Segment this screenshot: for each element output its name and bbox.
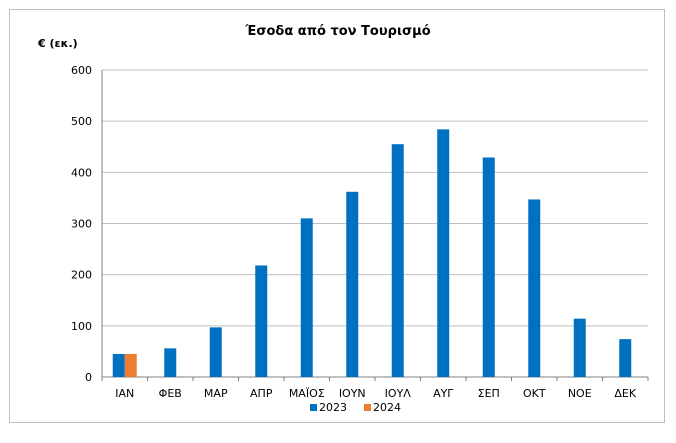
axes: 0 100 200 300 400 500 600 ΙΑΝ ΦΕΒ ΜΑΡ ΑΠΡ ΜΑΪΟΣ ΙΟΥΝ… [71,64,649,400]
legend-swatch-2023 [310,404,317,411]
x-tick-label: ΦΕΒ [159,387,182,400]
x-tick-label: ΙΟΥΝ [339,387,366,400]
x-tick-label: ΣΕΠ [478,387,500,400]
legend-label-2024: 2024 [373,401,401,414]
y-tick-label: 200 [71,269,92,282]
bar-2023 [619,339,632,377]
y-axis-label: € (εκ.) [37,37,78,50]
y-tick-label: 500 [71,115,92,128]
x-tick-label: ΟΚΤ [523,387,546,400]
bar-2024 [124,353,137,377]
y-tick-label: 0 [85,371,92,384]
bar-2023 [255,265,268,377]
legend: 2023 2024 [310,401,401,414]
bar-2023 [437,129,450,377]
bars [112,129,632,377]
x-tick-label: ΝΟΕ [568,387,592,400]
bar-2023 [164,348,177,377]
x-tick-label: ΙΟΥΛ [385,387,412,400]
x-tick-label: ΑΥΓ [433,387,454,400]
bar-2023 [391,144,404,377]
chart-title: Έσοδα από τον Τουρισμό [244,24,430,39]
y-tick-label: 100 [71,320,92,333]
bar-2023 [482,157,495,377]
legend-label-2023: 2023 [319,401,347,414]
bar-2023 [346,191,359,377]
gridlines [102,69,648,378]
bar-2023 [112,353,125,377]
bar-2023 [528,199,541,377]
bar-2023 [300,218,313,377]
x-tick-label: ΔΕΚ [614,387,636,400]
legend-swatch-2024 [364,404,371,411]
y-tick-label: 300 [71,218,92,231]
bar-2023 [209,327,222,377]
y-tick-label: 600 [71,64,92,77]
x-tick-label: ΜΑΪΟΣ [289,387,325,400]
y-tick-label: 400 [71,166,92,179]
x-tick-label: ΑΠΡ [250,387,273,400]
x-tick-label: ΜΑΡ [204,387,228,400]
x-tick-label: ΙΑΝ [115,387,134,400]
bar-2023 [573,318,586,377]
